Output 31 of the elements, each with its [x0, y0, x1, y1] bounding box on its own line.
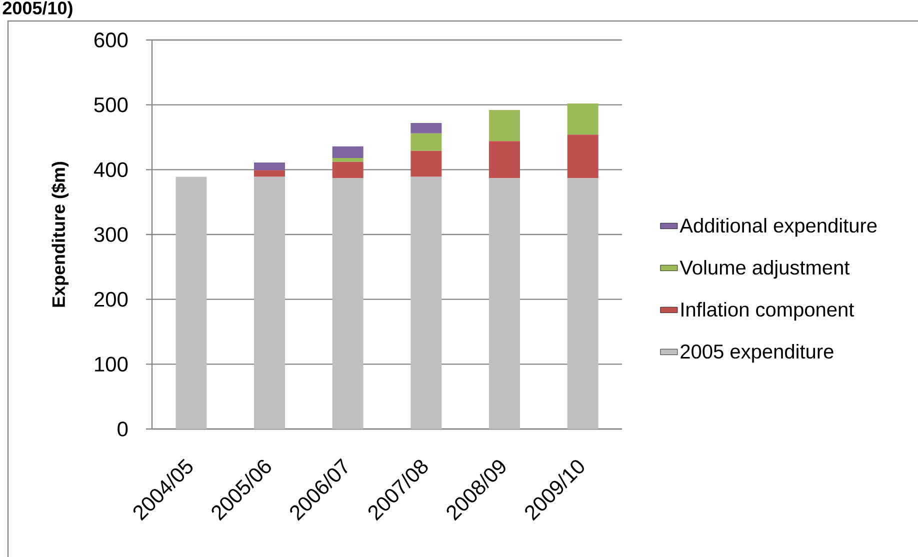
- bar: [332, 158, 364, 162]
- legend-label: Additional expenditure: [680, 218, 877, 237]
- bar: [332, 162, 364, 178]
- y-tick-label: 0: [118, 422, 128, 436]
- bar: [489, 141, 520, 178]
- bar: [176, 176, 207, 429]
- bar: [567, 134, 598, 178]
- bar: [410, 133, 442, 151]
- bar: [254, 176, 286, 429]
- legend-label: 2005 expenditure: [680, 344, 834, 363]
- bar: [489, 110, 520, 142]
- bar: [332, 178, 364, 429]
- bar: [567, 178, 598, 429]
- y-tick-label: 500: [94, 97, 128, 112]
- bar: [410, 150, 442, 177]
- bar: [254, 170, 286, 177]
- legend-label: Inflation component: [682, 302, 854, 321]
- y-tick-label: 400: [94, 162, 128, 178]
- y-tick-label: 300: [94, 227, 128, 242]
- bar: [254, 162, 286, 170]
- bar: [332, 146, 364, 158]
- chart-title: 2005/10): [2, 1, 72, 18]
- legend-label: Volume adjustment: [680, 260, 850, 279]
- bar: [567, 104, 598, 135]
- y-tick-label: 600: [94, 32, 128, 48]
- y-axis-title: Expenditure ($m): [51, 162, 69, 307]
- bar: [489, 178, 520, 429]
- bar: [410, 176, 442, 429]
- bar: [410, 122, 442, 134]
- y-tick-label: 100: [95, 356, 128, 372]
- y-tick-label: 200: [94, 292, 128, 307]
